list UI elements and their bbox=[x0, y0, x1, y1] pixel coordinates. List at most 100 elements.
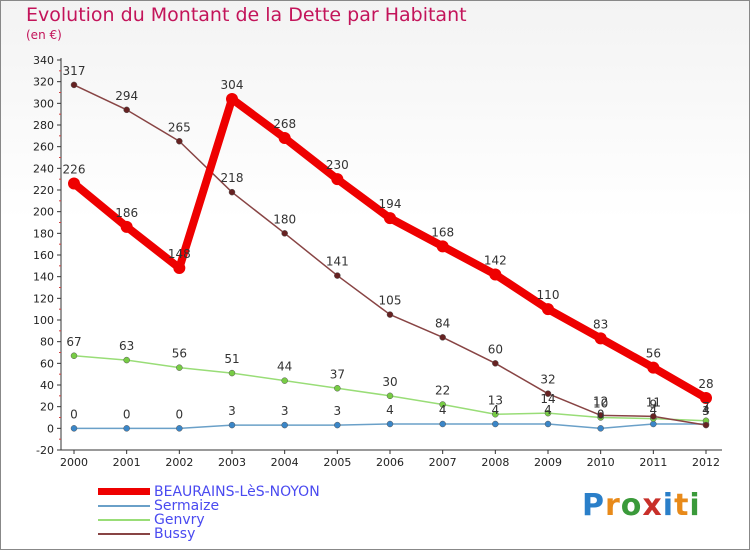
data-label: 14 bbox=[540, 392, 555, 406]
data-point bbox=[492, 360, 498, 366]
y-tick-label: 140 bbox=[33, 271, 54, 284]
y-tick-label: 40 bbox=[40, 379, 54, 392]
x-tick-label: 2003 bbox=[218, 456, 246, 469]
data-label: 268 bbox=[273, 117, 296, 131]
data-point bbox=[387, 393, 393, 399]
y-tick-label: 120 bbox=[33, 292, 54, 305]
logo-letter: o bbox=[621, 488, 643, 523]
data-label: 83 bbox=[593, 317, 608, 331]
data-label: 105 bbox=[379, 294, 402, 308]
legend-swatch bbox=[98, 533, 150, 535]
data-label: 67 bbox=[66, 335, 81, 349]
data-point bbox=[68, 178, 80, 190]
data-label: 0 bbox=[70, 407, 78, 421]
x-tick-label: 2005 bbox=[323, 456, 351, 469]
data-point bbox=[124, 357, 130, 363]
y-tick-label: 80 bbox=[40, 336, 54, 349]
x-tick-label: 2004 bbox=[271, 456, 299, 469]
data-point bbox=[598, 425, 604, 431]
chart-unit: (en €) bbox=[26, 28, 62, 42]
data-point bbox=[595, 332, 607, 344]
data-point bbox=[282, 422, 288, 428]
logo-letter: P bbox=[582, 488, 605, 523]
data-label: 0 bbox=[123, 407, 131, 421]
legend-swatch bbox=[98, 488, 150, 495]
data-label: 84 bbox=[435, 316, 450, 330]
data-label: 51 bbox=[224, 352, 239, 366]
data-label: 56 bbox=[172, 347, 187, 361]
x-tick-label: 2007 bbox=[429, 456, 457, 469]
chart-title: Evolution du Montant de la Dette par Hab… bbox=[26, 4, 467, 26]
data-label: 4 bbox=[439, 403, 447, 417]
data-point bbox=[71, 425, 77, 431]
data-label: 294 bbox=[115, 89, 138, 103]
data-point bbox=[173, 262, 185, 274]
data-point bbox=[334, 422, 340, 428]
data-label: 56 bbox=[646, 347, 661, 361]
data-label: 148 bbox=[168, 247, 191, 261]
data-label: 63 bbox=[119, 339, 134, 353]
y-tick-label: 300 bbox=[33, 97, 54, 110]
data-label: 168 bbox=[431, 225, 454, 239]
legend-swatch bbox=[98, 505, 150, 507]
y-tick-label: 0 bbox=[47, 422, 54, 435]
data-point bbox=[440, 421, 446, 427]
x-tick-label: 2000 bbox=[60, 456, 88, 469]
data-label: 22 bbox=[435, 384, 450, 398]
data-point bbox=[489, 269, 501, 281]
y-tick-label: 160 bbox=[33, 249, 54, 262]
data-point bbox=[384, 212, 396, 224]
data-point bbox=[703, 422, 709, 428]
y-tick-label: 100 bbox=[33, 314, 54, 327]
data-label: 180 bbox=[273, 212, 296, 226]
x-tick-label: 2010 bbox=[587, 456, 615, 469]
logo-letter: x bbox=[642, 488, 662, 523]
data-label: 60 bbox=[488, 342, 503, 356]
data-point bbox=[279, 132, 291, 144]
data-label: 12 bbox=[593, 394, 608, 408]
data-point bbox=[647, 362, 659, 374]
proxiti-logo: Proxiti bbox=[582, 488, 701, 523]
data-label: 0 bbox=[176, 407, 184, 421]
data-point bbox=[124, 107, 130, 113]
data-point bbox=[545, 421, 551, 427]
data-point bbox=[71, 82, 77, 88]
y-tick-label: 240 bbox=[33, 162, 54, 175]
data-point bbox=[542, 303, 554, 315]
data-label: 3 bbox=[334, 404, 342, 418]
y-tick-label: 220 bbox=[33, 184, 54, 197]
data-label: 3 bbox=[281, 404, 289, 418]
data-label: 13 bbox=[488, 393, 503, 407]
data-label: 37 bbox=[330, 367, 345, 381]
data-label: 194 bbox=[379, 197, 402, 211]
data-label: 218 bbox=[221, 171, 244, 185]
data-point bbox=[437, 240, 449, 252]
data-label: 265 bbox=[168, 120, 191, 134]
data-label: 110 bbox=[537, 288, 560, 302]
x-tick-label: 2011 bbox=[639, 456, 667, 469]
data-label: 28 bbox=[698, 377, 713, 391]
x-tick-label: 2012 bbox=[692, 456, 720, 469]
data-point bbox=[334, 385, 340, 391]
data-label: 3 bbox=[702, 404, 710, 418]
logo-letter: t bbox=[674, 488, 689, 523]
data-point bbox=[176, 365, 182, 371]
data-point bbox=[229, 370, 235, 376]
data-point bbox=[226, 93, 238, 105]
y-tick-label: 340 bbox=[33, 54, 54, 67]
data-label: 44 bbox=[277, 360, 292, 374]
x-tick-label: 2002 bbox=[165, 456, 193, 469]
y-tick-label: 200 bbox=[33, 206, 54, 219]
data-point bbox=[282, 230, 288, 236]
data-point bbox=[650, 421, 656, 427]
data-label: 226 bbox=[63, 163, 86, 177]
y-tick-label: 20 bbox=[40, 401, 54, 414]
data-point bbox=[176, 138, 182, 144]
data-point bbox=[124, 425, 130, 431]
data-point bbox=[440, 334, 446, 340]
data-point bbox=[334, 273, 340, 279]
data-label: 186 bbox=[115, 206, 138, 220]
data-label: 4 bbox=[386, 403, 394, 417]
y-tick-label: 60 bbox=[40, 357, 54, 370]
